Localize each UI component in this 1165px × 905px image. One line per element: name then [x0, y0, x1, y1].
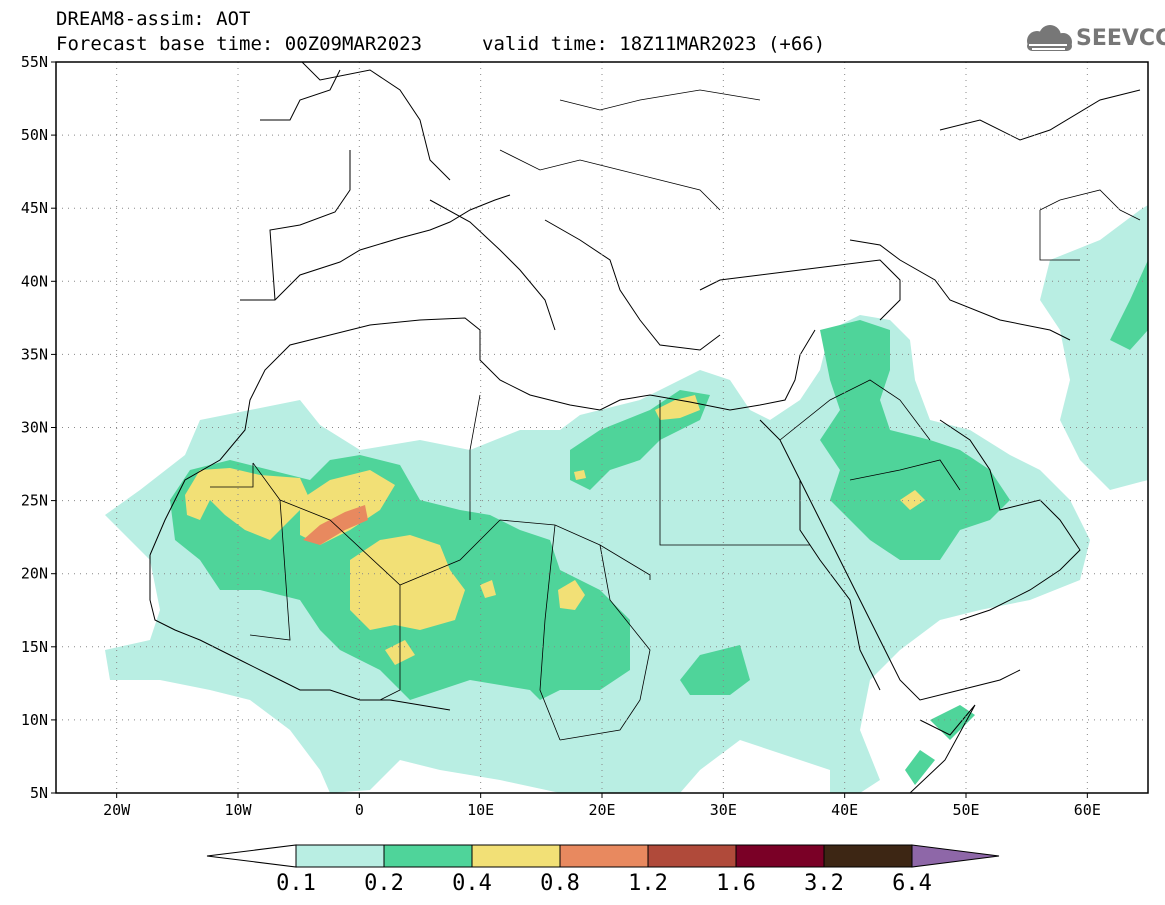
colorbar-label: 0.1 [276, 871, 316, 896]
graticule [56, 62, 1148, 793]
lat-label: 35N [21, 345, 48, 363]
seevccc-cloud-icon [1027, 25, 1072, 51]
longitude-labels: 20W 10W 0 10E 20E 30E 40E 50E 60E [103, 793, 1101, 819]
lat-label: 55N [21, 53, 48, 71]
colorbar-segment [471, 844, 561, 868]
colorbar-segment [647, 844, 737, 868]
colorbar-segment [559, 844, 649, 868]
lon-label: 50E [952, 801, 979, 819]
lat-label: 30N [21, 419, 48, 437]
aot-field [105, 205, 1148, 793]
lat-label: 25N [21, 492, 48, 510]
lat-label: 40N [21, 272, 48, 290]
latitude-labels: 55N 50N 45N 40N 35N 30N 25N 20N 15N 10N 5N [21, 53, 56, 802]
lat-label: 20N [21, 565, 48, 583]
colorbar-under-triangle [206, 844, 297, 868]
colorbar-segment [383, 844, 473, 868]
colorbar-segment [735, 844, 825, 868]
coastlines [149, 62, 1141, 793]
chart-title: DREAM8-assim: AOT [56, 8, 251, 30]
colorbar-label: 0.8 [540, 871, 580, 896]
lon-label: 0 [355, 801, 364, 819]
colorbar-segment [295, 844, 385, 868]
forecast-base-time: Forecast base time: 00Z09MAR2023 [56, 33, 423, 55]
colorbar-label: 1.6 [716, 871, 756, 896]
lon-label: 10W [224, 801, 252, 819]
colorbar-label: 0.4 [452, 871, 492, 896]
lon-label: 60E [1074, 801, 1101, 819]
lon-label: 30E [710, 801, 737, 819]
lat-label: 45N [21, 199, 48, 217]
colorbar-label: 1.2 [628, 871, 668, 896]
lat-label: 15N [21, 638, 48, 656]
colorbar-label: 3.2 [804, 871, 844, 896]
lat-label: 5N [30, 784, 48, 802]
lon-label: 20E [588, 801, 615, 819]
aot-0.4-contour [185, 395, 925, 665]
lon-label: 40E [831, 801, 858, 819]
lon-label: 10E [467, 801, 494, 819]
country-borders [210, 89, 1141, 741]
colorbar-label: 0.2 [364, 871, 404, 896]
seevccc-logo: SEEVCCC [1076, 26, 1165, 51]
lon-label: 20W [103, 801, 131, 819]
lat-label: 10N [21, 711, 48, 729]
colorbar-segment [823, 844, 913, 868]
lat-label: 50N [21, 126, 48, 144]
colorbar: 0.1 0.2 0.4 0.8 1.2 1.6 3.2 6.4 [206, 844, 1000, 896]
valid-time: valid time: 18Z11MAR2023 (+66) [482, 33, 826, 55]
colorbar-label: 6.4 [892, 871, 932, 896]
colorbar-over-triangle [911, 844, 1000, 868]
